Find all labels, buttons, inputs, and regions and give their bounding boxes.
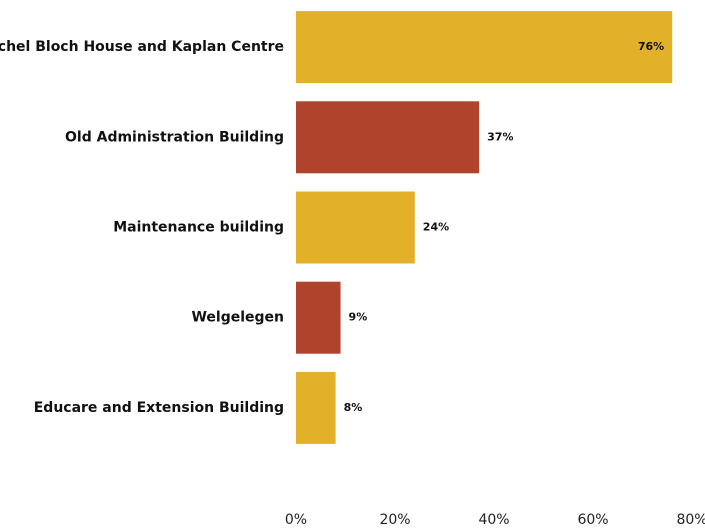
category-label: Old Administration Building: [65, 129, 284, 145]
x-tick-label: 80%: [676, 512, 705, 528]
x-tick-label: 20%: [379, 512, 410, 528]
category-label: Maintenance building: [113, 220, 284, 236]
category-label: Educare and Extension Building: [34, 400, 284, 416]
bar: [296, 101, 480, 174]
value-label: 9%: [349, 311, 368, 324]
value-label: 8%: [344, 401, 363, 414]
value-label: 76%: [638, 40, 664, 53]
bar: [296, 191, 415, 264]
x-tick-label: 40%: [478, 512, 509, 528]
bar: [296, 281, 341, 354]
bar: [296, 371, 336, 444]
category-label: Welgelegen: [191, 310, 284, 326]
x-tick-label: 0%: [285, 512, 307, 528]
value-label: 24%: [423, 221, 449, 234]
value-label: 37%: [487, 130, 513, 143]
category-label: Rachel Bloch House and Kaplan Centre: [0, 39, 284, 55]
x-tick-label: 60%: [577, 512, 608, 528]
bar: [296, 11, 673, 84]
